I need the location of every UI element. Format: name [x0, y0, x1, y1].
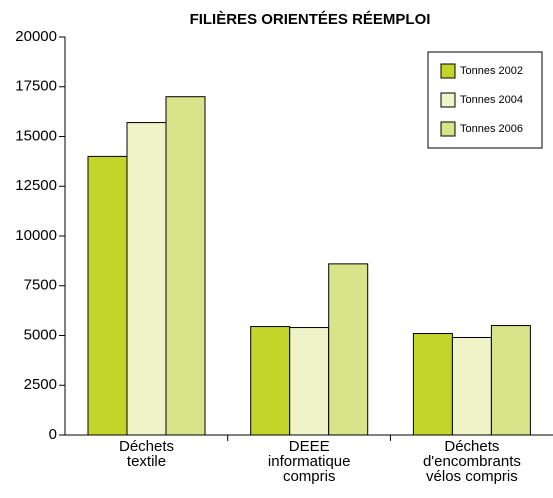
bar	[412, 333, 453, 436]
x-tick-label: informatique	[268, 453, 351, 470]
bar	[126, 122, 167, 436]
y-tick-label: 5000	[24, 326, 57, 343]
legend-label: Tonnes 2004	[460, 94, 523, 106]
bar	[87, 155, 128, 436]
legend-label: Tonnes 2006	[460, 123, 523, 135]
y-tick-label: 10000	[15, 227, 57, 244]
x-tick-label: d'encombrants	[423, 453, 521, 470]
y-tick-label: 17500	[15, 78, 57, 95]
x-tick-label: vélos compris	[426, 468, 518, 485]
y-tick-label: 12500	[15, 177, 57, 194]
legend-swatch	[440, 63, 456, 79]
chart-title: FILIÈRES ORIENTÉES RÉEMPLOI	[190, 11, 431, 28]
x-tick-label: DEEE	[289, 438, 330, 455]
y-tick-label: 15000	[15, 127, 57, 144]
bar	[328, 263, 369, 436]
x-tick-label: Déchets	[444, 438, 499, 455]
bar	[490, 325, 531, 436]
y-tick-label: 7500	[24, 277, 57, 294]
y-tick-label: 0	[49, 426, 57, 443]
bar	[289, 327, 330, 436]
bar	[165, 96, 206, 436]
bar	[451, 336, 492, 436]
y-tick-label: 20000	[15, 28, 57, 45]
legend-label: Tonnes 2002	[460, 65, 523, 77]
legend-swatch	[440, 121, 456, 137]
legend-swatch	[440, 92, 456, 108]
x-tick-label: Déchets	[119, 438, 174, 455]
bar	[250, 326, 291, 436]
x-tick-label: textile	[127, 453, 166, 470]
y-tick-label: 2500	[24, 376, 57, 393]
x-tick-label: compris	[283, 468, 336, 485]
